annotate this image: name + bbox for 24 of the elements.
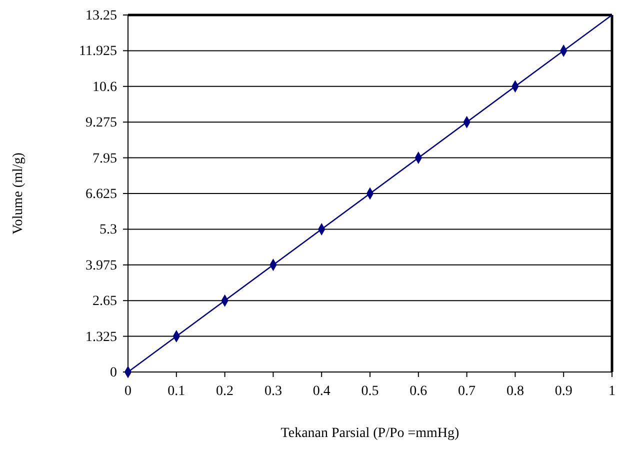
x-tick-label: 0.5: [361, 384, 379, 399]
x-tick-label: 1: [608, 384, 616, 399]
y-tick-label: 0: [110, 365, 117, 380]
y-tick-label: 10.6: [92, 80, 117, 95]
y-axis-title: Volume (ml/g): [11, 152, 26, 234]
y-tick-label: 1.325: [86, 330, 117, 345]
y-tick-label: 2.65: [92, 294, 117, 310]
y-tick-label: 13.25: [86, 8, 117, 24]
y-tick-label: 9.275: [86, 116, 117, 131]
x-tick-label: 0.2: [216, 384, 234, 399]
x-tick-label: 0.3: [264, 384, 282, 399]
x-tick-label: 0.4: [312, 384, 330, 399]
y-tick-label: 7.95: [92, 151, 117, 166]
x-tick-label: 0.1: [168, 384, 186, 399]
x-tick-label: 0: [124, 384, 132, 399]
y-tick-label: 6.625: [86, 186, 117, 202]
x-tick-label: 0.7: [458, 384, 476, 399]
x-tick-label: 0.6: [410, 384, 428, 399]
x-axis-title: Tekanan Parsial (P/Po =mmHg): [280, 426, 460, 441]
x-tick-label: 0.9: [554, 384, 572, 399]
y-tick-label: 5.3: [100, 222, 117, 238]
x-tick-label: 0.8: [506, 384, 524, 399]
y-tick-label: 3.975: [86, 258, 117, 274]
y-tick-label: 11.925: [79, 44, 117, 60]
